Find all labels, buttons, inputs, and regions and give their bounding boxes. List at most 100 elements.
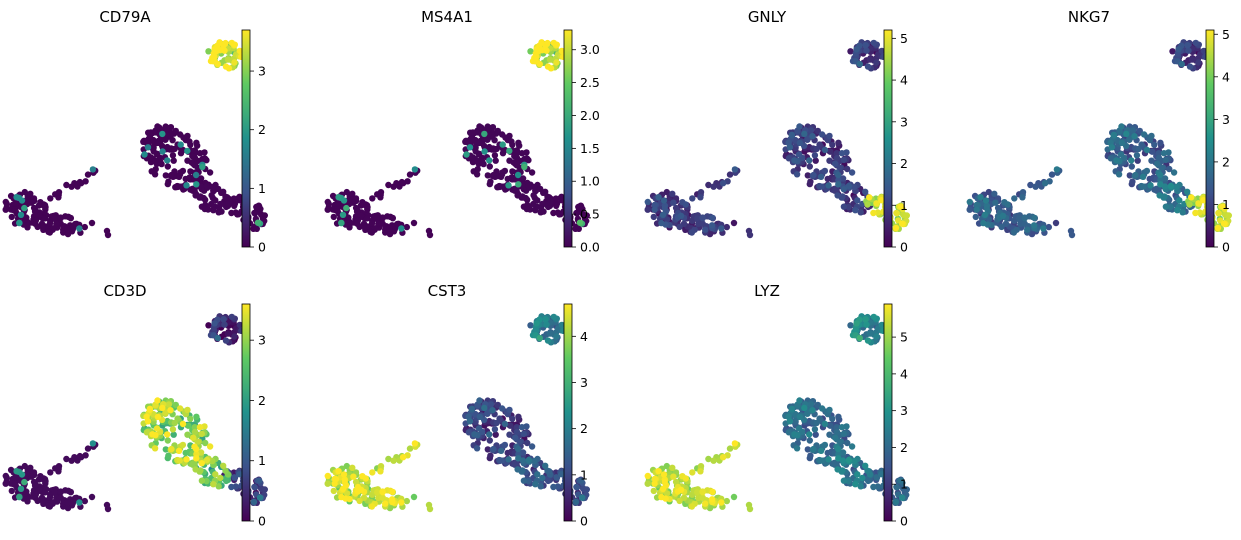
cell-point (983, 204, 990, 212)
cell-point (821, 420, 829, 428)
cell-point (42, 478, 49, 485)
cell-point (350, 199, 357, 206)
cell-point (379, 489, 386, 496)
cell-point (866, 330, 874, 337)
cell-point (23, 470, 30, 478)
cell-point (491, 152, 499, 159)
cell-point (796, 123, 803, 130)
cell-point (796, 413, 804, 421)
cell-point (201, 149, 208, 156)
cell-point (825, 456, 832, 463)
cell-point (511, 461, 518, 468)
cell-point (1215, 209, 1222, 217)
cell-point (481, 404, 488, 412)
cell-point (499, 141, 506, 148)
cell-point (873, 59, 880, 66)
cell-point (144, 144, 152, 151)
cell-point (718, 225, 725, 232)
cell-point (1031, 214, 1038, 222)
cell-point (475, 425, 483, 432)
cell-point (651, 475, 658, 483)
cell-point (845, 477, 852, 485)
cell-point (730, 493, 738, 501)
cell-point (845, 456, 853, 464)
cell-point (864, 337, 872, 344)
cell-point (864, 63, 872, 70)
cell-point (676, 497, 683, 505)
cell-point (705, 181, 712, 189)
cell-point (793, 445, 801, 452)
cell-point (76, 178, 84, 186)
cell-point (176, 405, 184, 412)
cell-point (651, 201, 658, 209)
cell-point (468, 405, 476, 412)
cell-point (807, 401, 815, 408)
cell-point (525, 456, 533, 464)
cell-point (169, 152, 177, 159)
cell-point (489, 407, 496, 414)
cell-point (723, 223, 730, 231)
cell-point (46, 503, 54, 510)
cell-point (153, 425, 161, 432)
cell-point (863, 321, 870, 328)
cell-point (164, 437, 171, 444)
cell-point (682, 201, 689, 208)
cell-point (556, 211, 563, 218)
cell-point (211, 46, 218, 53)
cell-point (23, 196, 30, 204)
cell-point (1169, 48, 1176, 55)
cell-point (506, 431, 513, 438)
cell-point (523, 205, 530, 213)
panel-cd3d: CD3D 0 1 2 3 (2, 282, 268, 529)
cell-point (1147, 182, 1154, 189)
cell-point (644, 472, 651, 480)
cell-point (538, 39, 545, 46)
cell-point (553, 59, 560, 66)
cell-point (1134, 157, 1141, 164)
cell-point (892, 498, 900, 506)
cell-point (465, 429, 473, 436)
cell-point (980, 219, 987, 227)
cell-point (1041, 180, 1049, 187)
cell-point (208, 200, 215, 208)
cell-point (550, 313, 557, 321)
colorbar-tick-label: 3 (580, 375, 588, 390)
cell-point (655, 468, 662, 475)
cell-point (977, 194, 984, 201)
cell-point (222, 63, 230, 70)
cell-point (169, 137, 176, 144)
colorbar-tick-label: 0.5 (580, 207, 600, 222)
cell-point (206, 169, 214, 176)
cell-point (659, 211, 667, 218)
cell-point (655, 194, 662, 201)
cell-point (699, 215, 706, 222)
cell-point (510, 159, 517, 166)
cell-point (53, 494, 60, 501)
cell-point (486, 431, 493, 438)
cell-point (530, 192, 537, 199)
cell-point (357, 486, 365, 493)
cell-point (659, 485, 667, 492)
cell-point (398, 499, 405, 506)
cell-point (198, 430, 205, 438)
cell-point (2, 206, 9, 213)
cell-point (818, 457, 825, 464)
cell-point (356, 497, 363, 505)
cell-point (546, 330, 554, 337)
cell-point (847, 48, 854, 55)
cell-point (88, 493, 96, 501)
cell-point (231, 59, 238, 66)
cell-point (191, 147, 199, 154)
cell-point (1068, 231, 1076, 239)
cell-point (212, 197, 219, 204)
cell-point (826, 157, 833, 164)
cell-point (835, 181, 842, 188)
cell-point (474, 166, 481, 173)
cell-point (811, 426, 819, 433)
cell-point (338, 219, 345, 226)
cell-point (497, 447, 505, 454)
cell-point (870, 483, 877, 491)
cell-point (375, 220, 382, 227)
cell-point (786, 418, 794, 425)
cell-point (51, 215, 58, 222)
